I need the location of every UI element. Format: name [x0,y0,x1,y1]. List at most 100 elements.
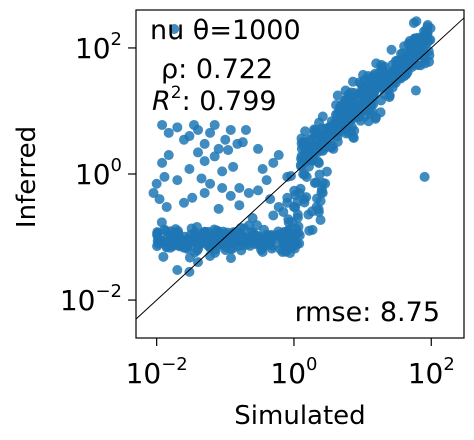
y-tick-label: 10−2 [60,281,122,317]
scatter-point [205,127,216,138]
scatter-point [376,62,387,73]
scatter-point [184,252,195,263]
scatter-point [243,187,254,198]
scatter-point [236,245,247,256]
scatter-point [408,17,419,28]
scatter-point [300,126,311,137]
scatter-point [283,225,294,236]
scatter-point [268,157,279,168]
scatter-point [268,210,279,221]
scatter-point [397,48,408,59]
scatter-point [405,58,416,69]
scatter-point [225,124,236,135]
scatter-point [294,230,305,241]
scatter-point [253,143,264,154]
rho-annotation: ρ: 0.722 [161,54,273,85]
scatter-point [217,166,228,177]
scatter-point [213,203,224,214]
scatter-point [309,177,320,188]
scatter-point [282,192,293,203]
scatter-point [148,187,159,198]
r2-exponent: 2 [171,83,182,103]
scatter-point [315,195,326,206]
scatter-point [332,90,343,101]
scatter-point [303,209,314,220]
scatter-point [386,44,397,55]
scatter-point [422,20,433,30]
scatter-point [154,194,165,205]
scatter-point [169,23,180,34]
scatter-point [266,230,277,241]
scatter-point [317,177,328,188]
scatter-point [184,131,195,142]
scatter-point [192,235,203,246]
scatter-point [287,217,298,228]
scatter-point [419,53,430,64]
scatter-point [403,38,414,49]
scatter-point [265,194,276,205]
scatter-point [309,124,320,135]
scatter-point [192,124,203,135]
scatter-point [316,187,327,198]
scatter-point [261,175,272,186]
scatter-point [199,138,210,149]
scatter-point [172,175,183,186]
scatter-point [307,142,318,153]
scatter-point [296,151,307,162]
scatter-point [251,238,262,249]
scatter-point [199,187,210,198]
x-tick-label: 100 [270,354,317,390]
scatter-point [368,99,379,110]
scatter-point [305,134,316,145]
scatter-point [220,134,231,145]
scatter-point [354,99,365,110]
scatter-point [278,206,289,217]
scatter-point [187,192,198,203]
scatter-point [153,239,164,250]
r2-value: : 0.799 [182,86,277,117]
scatter-point [372,72,383,83]
scatter-point [320,138,331,149]
scatter-point [223,145,234,156]
scatter-point [321,166,332,177]
rmse-annotation: rmse: 8.75 [295,297,440,328]
scatter-point [410,85,421,96]
scatter-point [213,143,224,154]
x-tick-label: 10−2 [126,354,188,390]
scatter-point [281,245,292,256]
scatter-point [173,228,184,239]
scatter-point [395,73,406,84]
scatter-point [163,127,174,138]
scatter-point [209,119,220,130]
scatter-point [299,197,310,208]
title-annotation: nu θ=1000 [150,15,301,46]
scatter-point [172,264,183,275]
scatter-point [240,124,251,135]
scatter-point [313,156,324,167]
scatter-point [301,171,312,182]
scatter-point [182,234,193,245]
scatter-point [345,91,356,102]
scatter-point [383,84,394,95]
scatter-point [191,221,202,232]
scatter-point [415,37,426,48]
scatter-point [347,76,358,87]
scatter-point [157,157,168,168]
scatter-point [315,214,326,225]
scatter-point [163,238,174,249]
scatter-point [273,150,284,161]
scatter-point [325,132,336,143]
r2-symbol: R [152,86,171,117]
scatter-point [199,156,210,167]
scatter-point [362,105,373,116]
x-axis-ticks: 10−2 100 102 [126,338,455,390]
scatter-point [296,161,307,172]
scatter-point [236,231,247,242]
x-axis-label: Simulated [234,401,365,431]
scatter-point [172,122,183,133]
scatter-point [257,164,268,175]
scatter-point [152,227,163,238]
scatter-point [161,201,172,212]
r2-annotation: R2: 0.799 [152,83,277,117]
